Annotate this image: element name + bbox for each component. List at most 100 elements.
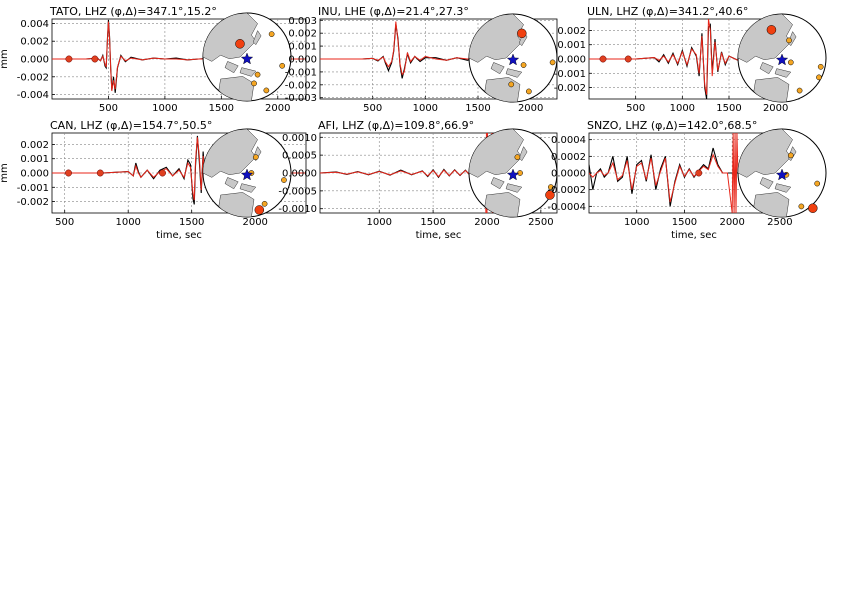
- panel-inu: 500 1000 1500 20000.0030.0020.0010.000-0.00…: [285, 5, 558, 114]
- x-tick-label: 2000: [719, 217, 744, 228]
- y-tick-label: -0.001: [17, 183, 49, 194]
- landmass-indonesia: [490, 62, 505, 75]
- active-station-marker: [517, 28, 527, 39]
- x-axis-label: time, sec: [156, 230, 202, 241]
- panel-title: SNZO, LHZ (φ,Δ)=142.0°,68.5°: [587, 119, 757, 132]
- landmass-indonesia: [759, 62, 774, 75]
- landmass-indonesia: [490, 177, 505, 190]
- panel-title: TATO, LHZ (φ,Δ)=347.1°,15.2°: [49, 5, 217, 18]
- panel-title: INU, LHE (φ,Δ)=21.4°,27.3°: [318, 5, 469, 18]
- y-tick-label: 0.000: [20, 169, 49, 180]
- x-tick-label: 500: [363, 103, 382, 114]
- x-tick-label: 1000: [670, 103, 695, 114]
- active-station-marker: [545, 190, 555, 200]
- x-tick-label: 1000: [115, 217, 140, 228]
- y-tick-label: 0.002: [20, 140, 49, 151]
- panel-title: AFI, LHZ (φ,Δ)=109.8°,66.9°: [318, 119, 474, 132]
- event-star-icon: [775, 53, 789, 66]
- series-synthetic: [52, 21, 306, 92]
- station-marker: [263, 87, 270, 94]
- y-tick-label: 0.0010: [282, 133, 317, 144]
- y-tick-label: 0.000: [557, 55, 586, 66]
- x-tick-label: 2500: [767, 217, 792, 228]
- landmass-new-guinea: [505, 183, 523, 193]
- landmass-australia: [753, 192, 790, 217]
- station-marker: [814, 180, 821, 187]
- panel-can: 500 1000 1500 2000 0.002 0.001 0.000 -0.001 -0.0…: [0, 119, 307, 241]
- panel-title: CAN, LHZ (φ,Δ)=154.7°,50.5°: [50, 119, 212, 132]
- y-tick-label: -0.003: [285, 93, 317, 104]
- y-tick-label: 0.004: [20, 19, 49, 30]
- pick-marker: [91, 55, 99, 63]
- globe-inset: [468, 13, 558, 103]
- active-station-marker: [254, 205, 265, 215]
- pick-marker: [96, 169, 104, 177]
- series-synthetic: [589, 133, 799, 213]
- station-marker: [520, 62, 527, 68]
- landmass-australia: [484, 192, 521, 217]
- active-station-marker: [766, 25, 777, 35]
- x-tick-label: 1500: [209, 103, 234, 114]
- y-tick-label: 0.000: [20, 55, 49, 66]
- event-star-icon: [506, 53, 520, 66]
- x-axis-label: time, sec: [416, 230, 462, 241]
- event-star-icon: [775, 168, 789, 181]
- y-tick-label: 0.0002: [551, 152, 586, 163]
- x-tick-label: 1000: [367, 217, 392, 228]
- x-tick-label: 500: [55, 217, 74, 228]
- x-tick-label: 1000: [152, 103, 177, 114]
- landmass-indonesia: [759, 177, 774, 190]
- globe-inset: [468, 128, 558, 218]
- x-tick-label: 2000: [265, 103, 290, 114]
- panel-uln: 500 1000 1500 2000 0.002 0.001 0.000 -0.001 -0.0…: [554, 5, 827, 114]
- x-axis-label: time, sec: [671, 230, 717, 241]
- y-tick-label: 0.002: [557, 26, 586, 37]
- station-marker: [279, 62, 286, 69]
- station-marker: [252, 154, 259, 161]
- y-tick-label: -0.002: [17, 197, 49, 208]
- y-tick-label: -0.0004: [547, 202, 586, 213]
- y-tick-label: -0.001: [554, 69, 586, 80]
- y-tick-label: -0.0010: [278, 204, 317, 215]
- x-tick-label: 1000: [624, 217, 649, 228]
- station-marker: [798, 203, 805, 210]
- station-marker: [786, 37, 792, 44]
- panel-title: ULN, LHZ (φ,Δ)=341.2°,40.6°: [587, 5, 748, 18]
- y-tick-label: 0.000: [288, 55, 317, 66]
- station-marker: [251, 80, 257, 87]
- y-axis-label: mm: [0, 163, 10, 182]
- pick-marker: [599, 55, 607, 63]
- station-marker: [816, 74, 822, 81]
- landmass-australia: [753, 77, 790, 102]
- globe-inset: [202, 128, 292, 218]
- landmass-new-guinea: [239, 183, 257, 193]
- traces: [589, 19, 799, 99]
- station-marker: [514, 154, 521, 161]
- landmass-japan: [252, 30, 262, 46]
- globe-inset: [737, 128, 827, 218]
- y-tick-label: 0.001: [557, 40, 586, 51]
- event-star-icon: [240, 168, 254, 181]
- pick-marker: [624, 55, 632, 63]
- x-tick-label: 2000: [474, 217, 499, 228]
- landmass-indonesia: [224, 177, 239, 190]
- x-tick-label: 2000: [242, 217, 267, 228]
- pick-marker: [695, 169, 703, 177]
- event-star-icon: [506, 168, 520, 181]
- station-marker: [268, 31, 275, 37]
- y-tick-label: -0.002: [17, 72, 49, 83]
- y-tick-label: -0.002: [554, 83, 586, 94]
- station-marker: [261, 200, 268, 207]
- x-tick-label: 1500: [465, 103, 490, 114]
- station-marker: [787, 152, 794, 159]
- panel-snzo: 1000 1500 2000 2500 0.0004 0.0002 0.0000 -0.000…: [547, 119, 827, 241]
- station-marker: [254, 71, 261, 78]
- landmass-new-guinea: [239, 67, 257, 77]
- x-tick-label: 1500: [716, 103, 741, 114]
- x-tick-label: 500: [626, 103, 645, 114]
- landmass-new-guinea: [505, 68, 523, 78]
- station-marker: [508, 81, 515, 88]
- y-tick-label: 0.001: [288, 42, 317, 53]
- event-star-icon: [240, 52, 254, 65]
